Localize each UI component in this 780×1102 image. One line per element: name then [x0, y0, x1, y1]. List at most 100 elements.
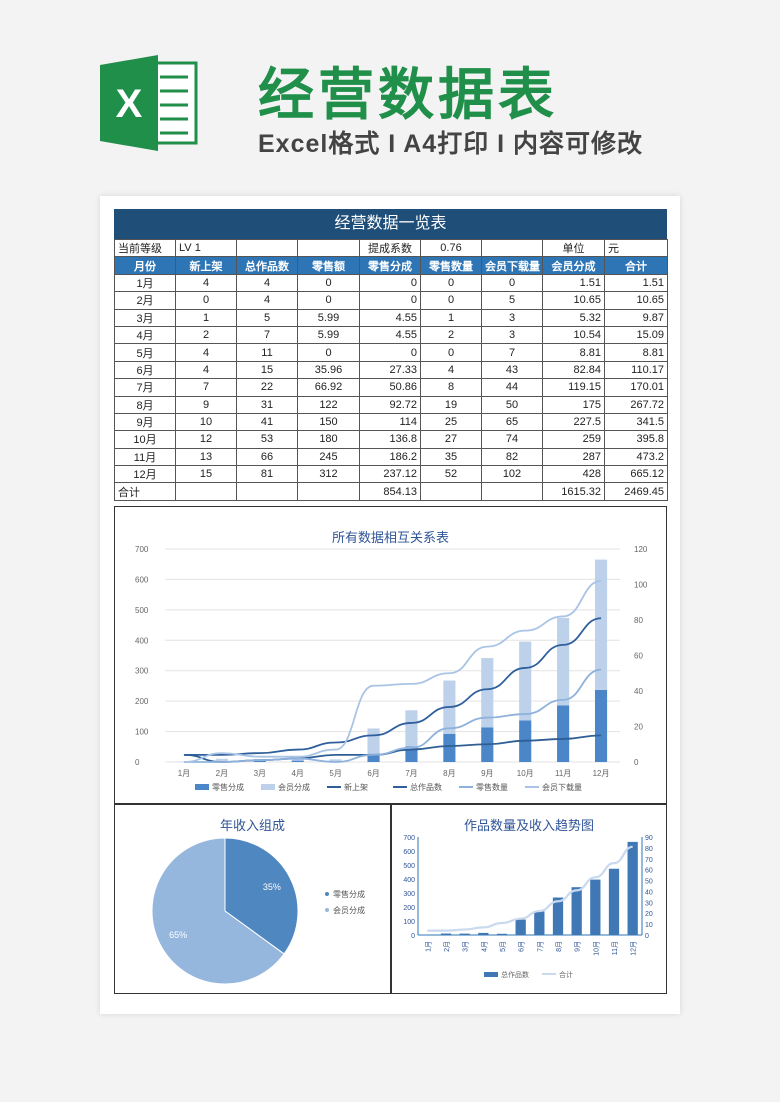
table-cell[interactable]: 4.55 [359, 308, 421, 327]
table-cell[interactable]: 227.5 [542, 412, 605, 432]
table-cell[interactable]: 0 [420, 291, 482, 310]
table-cell[interactable]: 9 [175, 395, 237, 414]
table-cell[interactable]: 3 [481, 308, 543, 327]
table-cell[interactable]: 0 [359, 291, 421, 310]
table-cell[interactable]: 5 [236, 308, 298, 327]
table-cell[interactable]: 122 [297, 395, 360, 414]
unit-label-cell[interactable]: 单位 [542, 238, 605, 258]
table-cell[interactable]: 114 [359, 412, 421, 432]
table-cell[interactable]: 22 [236, 378, 298, 397]
table-cell[interactable]: 2 [175, 325, 237, 345]
table-cell[interactable]: 341.5 [604, 412, 668, 432]
table-cell[interactable]: 8.81 [542, 343, 605, 362]
table-cell[interactable]: 1月 [114, 273, 176, 293]
total-cell[interactable] [175, 482, 237, 501]
column-header[interactable]: 总作品数 [236, 256, 298, 275]
table-cell[interactable]: 4 [420, 360, 482, 380]
table-cell[interactable]: 15.09 [604, 325, 668, 345]
table-cell[interactable]: 52 [420, 465, 482, 484]
table-cell[interactable]: 4.55 [359, 325, 421, 345]
table-cell[interactable]: 5 [481, 291, 543, 310]
table-cell[interactable]: 0 [297, 291, 360, 310]
table-cell[interactable]: 35.96 [297, 360, 360, 380]
total-cell[interactable] [420, 482, 482, 501]
table-cell[interactable]: 2月 [114, 291, 176, 310]
table-cell[interactable]: 136.8 [359, 430, 421, 449]
total-cell[interactable] [297, 482, 360, 501]
table-cell[interactable]: 11月 [114, 447, 176, 467]
table-cell[interactable]: 287 [542, 447, 605, 467]
table-cell[interactable]: 0 [420, 343, 482, 362]
table-cell[interactable]: 4 [175, 343, 237, 362]
table-cell[interactable]: 66.92 [297, 378, 360, 397]
table-cell[interactable]: 10月 [114, 430, 176, 449]
table-cell[interactable]: 119.15 [542, 378, 605, 397]
table-cell[interactable]: 186.2 [359, 447, 421, 467]
table-cell[interactable]: 6月 [114, 360, 176, 380]
table-cell[interactable]: 7 [236, 325, 298, 345]
table-cell[interactable]: 312 [297, 465, 360, 484]
table-cell[interactable]: 0 [359, 273, 421, 293]
table-cell[interactable]: 43 [481, 360, 543, 380]
table-cell[interactable]: 65 [481, 412, 543, 432]
column-header[interactable]: 零售数量 [420, 256, 482, 275]
table-cell[interactable]: 5.99 [297, 325, 360, 345]
table-cell[interactable]: 82 [481, 447, 543, 467]
table-cell[interactable]: 1 [420, 308, 482, 327]
table-cell[interactable]: 665.12 [604, 465, 668, 484]
table-cell[interactable]: 4 [236, 291, 298, 310]
table-cell[interactable]: 81 [236, 465, 298, 484]
total-cell[interactable]: 合计 [114, 482, 176, 501]
table-cell[interactable]: 4 [175, 273, 237, 293]
table-cell[interactable]: 53 [236, 430, 298, 449]
table-cell[interactable]: 92.72 [359, 395, 421, 414]
table-cell[interactable]: 10.65 [542, 291, 605, 310]
table-cell[interactable]: 237.12 [359, 465, 421, 484]
table-cell[interactable]: 7 [481, 343, 543, 362]
table-cell[interactable]: 180 [297, 430, 360, 449]
table-cell[interactable]: 428 [542, 465, 605, 484]
table-cell[interactable]: 150 [297, 412, 360, 432]
table-cell[interactable]: 175 [542, 395, 605, 414]
table-cell[interactable]: 0 [481, 273, 543, 293]
table-cell[interactable]: 0 [359, 343, 421, 362]
table-cell[interactable]: 3 [481, 325, 543, 345]
table-cell[interactable]: 8.81 [604, 343, 668, 362]
table-cell[interactable]: 44 [481, 378, 543, 397]
table-cell[interactable]: 15 [236, 360, 298, 380]
table-cell[interactable]: 41 [236, 412, 298, 432]
table-cell[interactable]: 25 [420, 412, 482, 432]
level-value-cell[interactable]: LV 1 [175, 238, 237, 258]
table-cell[interactable]: 9月 [114, 412, 176, 432]
table-cell[interactable]: 4月 [114, 325, 176, 345]
table-cell[interactable]: 0 [297, 273, 360, 293]
table-cell[interactable]: 395.8 [604, 430, 668, 449]
table-cell[interactable]: 27 [420, 430, 482, 449]
table-cell[interactable]: 5月 [114, 343, 176, 362]
table-cell[interactable]: 15 [175, 465, 237, 484]
table-cell[interactable]: 8月 [114, 395, 176, 414]
table-cell[interactable]: 245 [297, 447, 360, 467]
table-cell[interactable]: 12月 [114, 465, 176, 484]
table-cell[interactable]: 110.17 [604, 360, 668, 380]
empty-cell[interactable] [297, 238, 360, 258]
table-cell[interactable]: 473.2 [604, 447, 668, 467]
column-header[interactable]: 新上架 [175, 256, 237, 275]
table-cell[interactable]: 13 [175, 447, 237, 467]
table-cell[interactable]: 8 [420, 378, 482, 397]
table-cell[interactable]: 11 [236, 343, 298, 362]
table-cell[interactable]: 102 [481, 465, 543, 484]
empty-cell[interactable] [481, 238, 543, 258]
table-cell[interactable]: 4 [175, 360, 237, 380]
table-cell[interactable]: 66 [236, 447, 298, 467]
table-cell[interactable]: 10.65 [604, 291, 668, 310]
rate-value-cell[interactable]: 0.76 [420, 238, 482, 258]
unit-value-cell[interactable]: 元 [604, 238, 668, 258]
table-cell[interactable]: 3月 [114, 308, 176, 327]
column-header[interactable]: 月份 [114, 256, 176, 275]
column-header[interactable]: 会员下载量 [481, 256, 543, 275]
table-cell[interactable]: 4 [236, 273, 298, 293]
total-cell[interactable]: 854.13 [359, 482, 421, 501]
column-header[interactable]: 合计 [604, 256, 668, 275]
table-cell[interactable]: 7月 [114, 378, 176, 397]
